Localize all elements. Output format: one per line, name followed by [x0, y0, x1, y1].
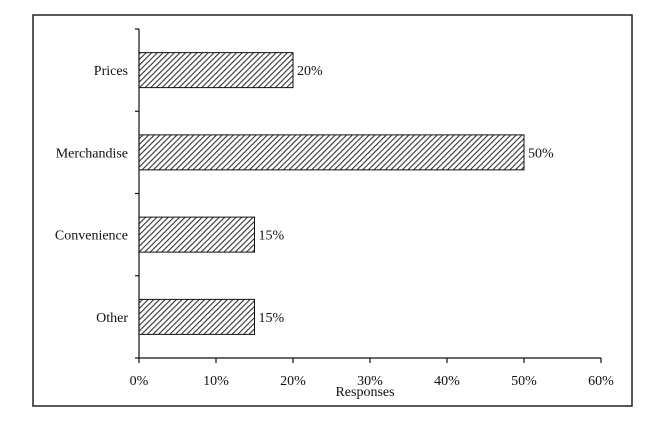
x-tick-label-10: 10% [203, 374, 229, 389]
bar-prices [138, 52, 294, 89]
data-label-merchandise: 50% [528, 146, 554, 161]
category-label-merchandise: Merchandise [56, 146, 128, 161]
x-axis-label: Responses [335, 385, 394, 400]
bar-merchandise [138, 134, 525, 171]
category-label-convenience: Convenience [55, 229, 128, 244]
x-tick-label-50: 50% [511, 374, 537, 389]
x-tick-label-20: 20% [280, 374, 306, 389]
category-label-prices: Prices [94, 64, 128, 79]
bars-layer: 20% 50% 15% 15% [138, 52, 554, 335]
data-label-convenience: 15% [259, 229, 285, 244]
axes-layer: Prices Merchandise Convenience Other 0% 10% 20… [55, 28, 614, 389]
category-label-other: Other [96, 311, 128, 326]
data-label-prices: 20% [297, 64, 323, 79]
x-tick-label-40: 40% [434, 374, 460, 389]
chart-frame [32, 14, 633, 407]
x-tick-label-30: 30% [357, 374, 383, 389]
bar-other [138, 298, 255, 335]
bar-convenience [138, 216, 255, 253]
x-tick-label-0: 0% [130, 374, 149, 389]
x-tick-label-60: 60% [588, 374, 614, 389]
data-label-other: 15% [259, 311, 285, 326]
